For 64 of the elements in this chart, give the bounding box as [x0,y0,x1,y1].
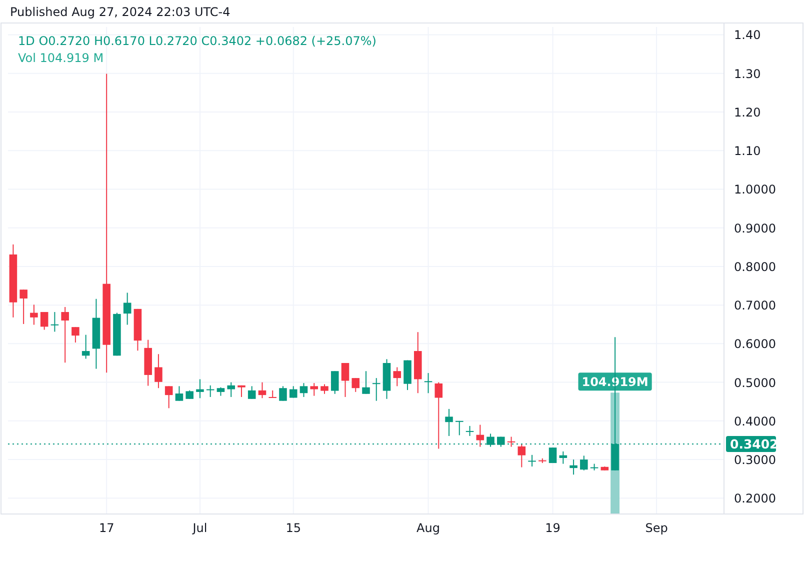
candlestick [404,360,412,391]
candlestick [434,382,443,450]
candlestick [393,366,402,387]
candlestick [372,378,380,402]
candlestick [30,304,38,326]
y-tick-label: 0.8000 [734,260,776,274]
candlestick [528,454,536,467]
candlestick [227,382,235,398]
text: Published Aug 27, 2024 22:03 UTC-4 [10,5,230,19]
candlestick [175,386,184,402]
candlestick [424,372,432,394]
candlestick [268,390,276,398]
candlestick [570,459,578,476]
candlestick [289,386,298,398]
y-tick-label: 0.7000 [734,298,776,313]
candlestick [82,334,90,360]
candlestick [154,354,162,389]
candlestick [352,378,360,392]
candlestick [310,382,318,396]
candlestick [61,306,69,364]
y-tick-label: 1.30 [734,66,761,81]
candlestick [206,384,214,398]
y-tick-label: 0.6000 [734,337,776,352]
y-tick-label: 1.0000 [734,182,776,197]
y-tick-label: 0.4000 [734,414,776,428]
x-tick-label: 15 [286,521,302,535]
candlestick [164,386,173,409]
y-tick-label: 0.5000 [734,376,776,390]
candlestick [20,289,28,324]
candlestick [300,382,308,398]
candlestick [330,370,339,394]
candlestick [248,386,256,400]
y-tick-label: 0.2000 [734,492,776,506]
candlestick [50,312,59,332]
candlestick [196,378,204,399]
y-tick-label: 0.9000 [734,221,776,236]
candlestick [320,384,328,394]
y-tick-label: 1.40 [734,28,761,42]
x-tick-label: Sep [645,521,668,535]
y-tick-label: 1.10 [734,144,761,158]
candlestick [123,292,132,326]
candlestick [466,425,474,436]
x-tick-label: Aug [416,521,440,535]
data-label: 104.919M [582,375,648,390]
x-tick-label: 17 [98,521,114,535]
text: Vol 104.919 M [18,51,104,65]
candlestick [362,370,370,394]
ref-line-label: 0.3402 [730,436,778,452]
candlestick [40,312,48,330]
x-tick-label: 19 [545,521,560,535]
x-tick-label: Jul [192,521,208,535]
y-tick-label: 0.3000 [734,453,776,468]
candlestick [548,447,557,464]
candlestick [279,386,287,402]
candlestick [258,382,266,399]
candlestick [518,444,526,468]
candlestick [507,436,516,448]
candlestick [341,362,350,398]
candlestick [580,455,588,471]
y-tick-label: 1.20 [734,105,761,120]
candlestick [456,420,464,436]
candlestick [72,326,80,344]
text: 1D O0.2720 H0.6170 L0.2720 C0.3402 +0.0682 (+25.07%) [18,34,376,48]
candlestick [445,408,453,436]
